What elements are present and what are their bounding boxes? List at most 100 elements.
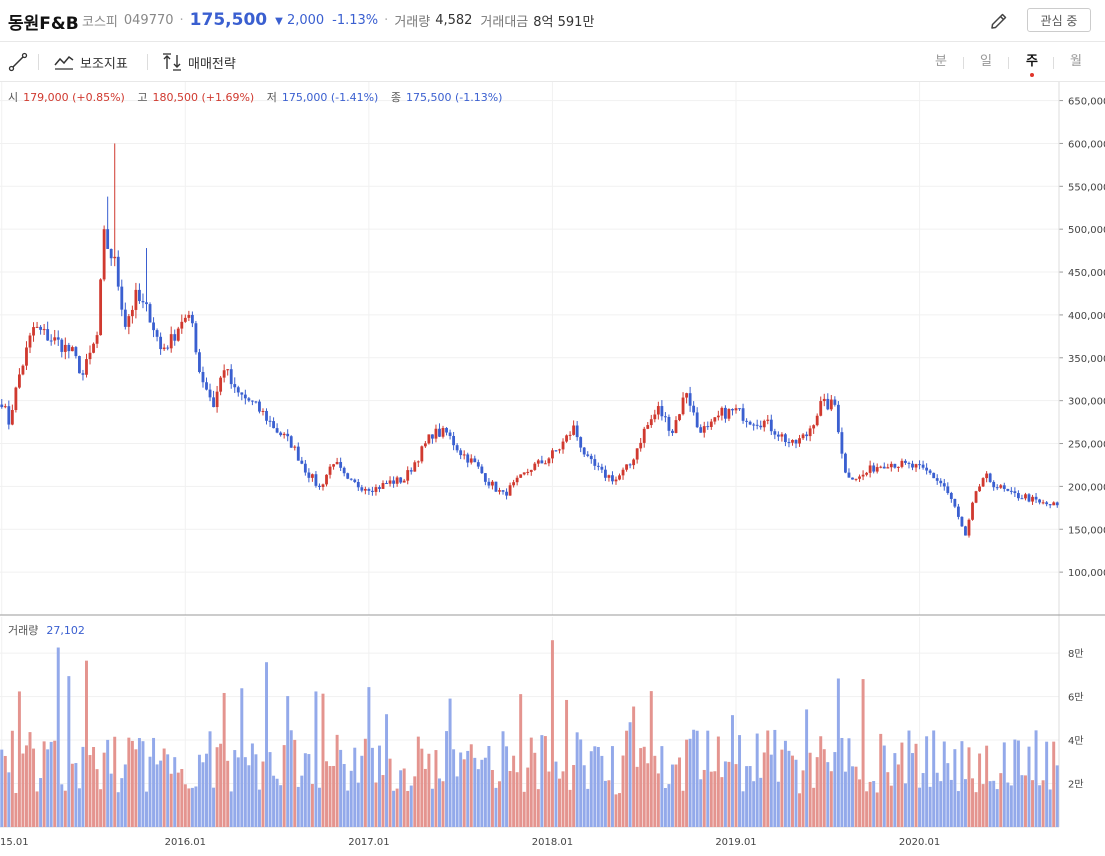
candle-body (540, 460, 544, 464)
volume-bar (370, 747, 374, 827)
volume-bar (600, 755, 604, 827)
volume-bar (247, 765, 251, 827)
candle-body (942, 483, 946, 487)
candle-body (787, 442, 791, 444)
candle-body (854, 478, 858, 480)
candle-body (501, 490, 505, 492)
candle-body (169, 334, 173, 349)
volume-bar (215, 747, 219, 827)
candle-body (353, 479, 357, 482)
volume-bar (434, 750, 438, 827)
candle-body (205, 382, 208, 390)
volume-bar (1041, 780, 1045, 827)
candle-body (731, 409, 734, 411)
candle-body (956, 506, 960, 517)
strategy-label: 매매전략 (188, 56, 236, 72)
volume-bar (106, 739, 110, 827)
price-tick-label: 100,000 (1068, 568, 1105, 579)
volume-bar (367, 687, 371, 827)
open-label: 시 (8, 91, 19, 104)
candle-body (709, 421, 713, 427)
volume-bar (893, 753, 897, 827)
candle-body (1052, 502, 1056, 506)
volume-bar (445, 731, 449, 827)
period-week[interactable]: 주 (1026, 54, 1038, 69)
pencil-icon[interactable] (988, 10, 1010, 32)
volume-bar (39, 778, 43, 827)
close-label: 종 (390, 91, 401, 104)
candle-body (392, 480, 396, 484)
volume-bar (1002, 742, 1006, 827)
volume-bar (762, 752, 766, 827)
volume-bar (911, 753, 914, 827)
candle-body (939, 480, 943, 484)
price-chart[interactable]: 100,000 150,000 200,000 250,000 300,000 350,0… (0, 82, 1105, 856)
candle-body (738, 408, 741, 410)
candle-body (402, 480, 406, 483)
volume-bar (420, 748, 424, 827)
strategy-button[interactable]: 매매전략 (161, 42, 236, 82)
volume-bar (317, 787, 321, 827)
volume-bar (946, 763, 950, 827)
candle-body (755, 424, 759, 426)
candle-body (618, 475, 621, 480)
volume-bar (1038, 785, 1042, 827)
candle-body (526, 471, 530, 473)
volume-bar (974, 792, 978, 827)
indicator-button[interactable]: 보조지표 (53, 42, 128, 82)
candle-body (109, 248, 113, 259)
volume-bar (205, 753, 208, 827)
candle-body (106, 229, 110, 249)
volume-bar (187, 788, 191, 827)
period-day[interactable]: 일 (980, 54, 992, 69)
candle-body (448, 432, 452, 436)
candle-body (431, 434, 434, 439)
candle-body (642, 428, 646, 443)
candle-body (141, 301, 145, 303)
watch-button[interactable]: 관심 중 (1027, 8, 1091, 32)
stock-name: 동원F&B (8, 14, 79, 34)
market-name: 코스피 (82, 14, 118, 30)
volume-bar (776, 781, 780, 827)
volume-bar (342, 764, 346, 827)
volume-bar (24, 745, 28, 827)
volume-bar (589, 751, 593, 827)
open-value: 179,000 (+0.85%) (23, 91, 125, 104)
candle-body (713, 417, 717, 422)
volume-bar (918, 787, 922, 827)
amount-label: 거래대금 (480, 14, 529, 30)
volume-bar (67, 676, 71, 827)
volume-bar (999, 773, 1003, 827)
volume-bar (618, 793, 621, 827)
candle-body (1020, 498, 1024, 500)
volume-bar (307, 754, 311, 827)
volume-bar (346, 790, 350, 827)
draw-tool-button[interactable] (8, 42, 28, 82)
volume-bar (685, 739, 689, 827)
candle-body (603, 469, 607, 478)
volume-bar (152, 737, 156, 827)
price-tick-label: 350,000 (1068, 354, 1105, 365)
volume-bar (462, 759, 466, 827)
volume-bar (21, 753, 25, 827)
candle-body (1034, 496, 1038, 500)
period-minute[interactable]: 분 (935, 54, 947, 69)
candle-body (671, 430, 674, 433)
candle-body (621, 469, 625, 476)
volume-bar (836, 678, 840, 827)
candle-body (515, 477, 519, 483)
volume-bar (113, 736, 117, 827)
volume-bar (752, 781, 756, 827)
candle-body (734, 408, 738, 411)
volume-bar (621, 755, 625, 827)
candle-body (272, 421, 275, 429)
volume-bar (222, 692, 226, 827)
period-month[interactable]: 월 (1070, 54, 1082, 69)
toolbar-divider (147, 54, 148, 70)
volume-bar (505, 746, 509, 827)
volume-bar (452, 749, 456, 827)
volume-bar (219, 743, 223, 827)
candle-body (236, 387, 240, 393)
volume-tick-label: 8만 (1068, 648, 1084, 660)
volume-bar (519, 694, 523, 827)
